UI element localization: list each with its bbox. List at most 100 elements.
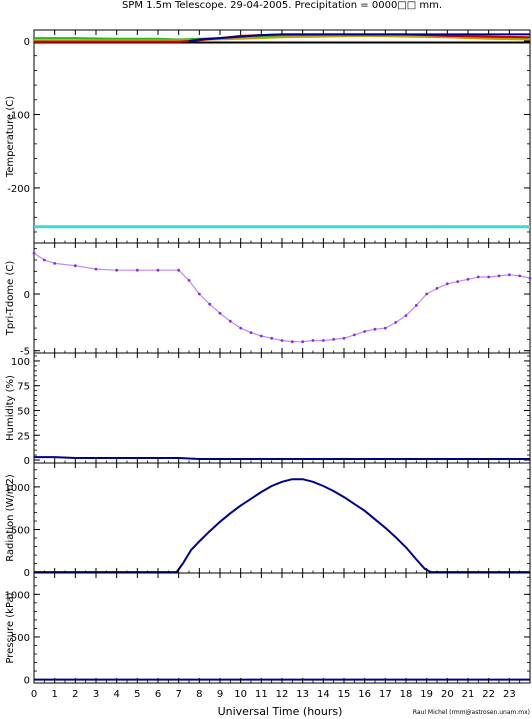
data-point (32, 251, 36, 255)
y-tick-label: 50 (17, 406, 30, 417)
data-point (332, 338, 336, 341)
data-point (53, 262, 57, 265)
data-point (187, 279, 191, 282)
data-point (208, 302, 212, 306)
y-tick-label: 1000 (5, 590, 30, 601)
y-tick-label: 0 (24, 676, 30, 687)
data-point (94, 267, 98, 271)
data-point (239, 326, 243, 330)
data-point (352, 333, 356, 337)
y-axis-label: Humidity (%) (5, 375, 16, 441)
panel-humidity: Humidity (%) 0 25 50 75 100 (5, 352, 531, 467)
x-tick-label: 13 (296, 689, 309, 700)
y-axis-label: Temperature (C) (5, 96, 16, 178)
x-tick-label: 21 (462, 689, 475, 700)
y-tick-label: 500 (11, 526, 30, 537)
x-tick-label: 16 (358, 689, 371, 700)
y-tick-label: 0 (24, 456, 30, 467)
x-tick-label: 19 (420, 689, 433, 700)
x-tick-label: 17 (379, 689, 392, 700)
x-tick-label: 8 (196, 689, 202, 700)
data-point (487, 275, 491, 279)
y-tick-label: 0 (24, 37, 30, 48)
data-point (342, 336, 346, 340)
panel-frame (33, 242, 531, 354)
data-point (425, 292, 429, 296)
x-axis-ticks: 0 1 2 3 4 5 6 7 8 9 10 11 12 13 14 15 16 17 18 19 20 21 22 23 (31, 689, 516, 700)
data-point (321, 339, 325, 342)
data-point (249, 331, 253, 334)
series-line (188, 33, 530, 42)
y-tick-label: 500 (11, 633, 30, 644)
panel-pressure: Pressure (kPa) 0 500 1000 (5, 572, 531, 687)
x-tick-label: 5 (134, 689, 140, 700)
data-point (414, 304, 418, 307)
panel-radiation: Radiation (W/m2) 0 500 1000 (5, 462, 531, 579)
data-point (497, 274, 501, 278)
panel-frame (33, 352, 531, 464)
data-point (280, 339, 284, 342)
x-tick-label: 12 (276, 689, 289, 700)
data-point (218, 311, 222, 315)
x-tick-label: 9 (217, 689, 223, 700)
y-tick-label: 25 (17, 431, 30, 442)
x-tick-label: 6 (155, 689, 161, 700)
data-point (259, 334, 263, 338)
y-axis-label: Pressure (kPa) (5, 592, 16, 663)
data-point (73, 264, 77, 268)
x-tick-label: 20 (441, 689, 454, 700)
data-point (42, 258, 46, 262)
series-line (34, 34, 531, 42)
data-point (528, 276, 532, 280)
panel-temperature: Temperature (C) 0 -100 -200 (5, 29, 531, 244)
data-point (435, 287, 439, 290)
data-point (270, 336, 274, 340)
data-point (466, 277, 470, 281)
data-point (373, 327, 377, 331)
x-tick-label: 15 (338, 689, 351, 700)
x-tick-label: 11 (255, 689, 268, 700)
data-point (197, 292, 201, 296)
x-tick-label: 23 (503, 689, 516, 700)
x-tick-label: 2 (72, 689, 78, 700)
x-axis-label: Universal Time (hours) (218, 705, 343, 718)
panel-frame (33, 462, 531, 574)
panel-frame (33, 29, 531, 244)
data-point (456, 280, 460, 283)
credit-text: Raul Michel (rmm@astrosen.unam.mx) (413, 709, 530, 716)
data-point (177, 268, 181, 272)
x-tick-label: 3 (93, 689, 99, 700)
y-tick-label: 100 (11, 357, 30, 368)
figure-title: SPM 1.5m Telescope. 29-04-2005. Precipit… (122, 0, 442, 11)
x-tick-label: 22 (482, 689, 495, 700)
data-point (476, 275, 480, 279)
data-point (311, 339, 315, 342)
data-point (445, 282, 449, 286)
data-point (383, 326, 387, 330)
y-tick-label: -200 (7, 184, 30, 195)
panel-frame (33, 572, 531, 684)
y-tick-label: 75 (17, 382, 30, 393)
data-point (290, 340, 294, 344)
data-point (394, 321, 398, 324)
data-point (156, 268, 160, 272)
y-tick-label: -100 (7, 110, 30, 121)
y-tick-label: 1000 (5, 483, 30, 494)
y-tick-label: -5 (20, 347, 30, 358)
y-tick-label: 0 (24, 290, 30, 301)
data-point (518, 274, 522, 278)
y-tick-label: 0 (24, 568, 30, 579)
x-tick-label: 7 (175, 689, 181, 700)
series-line (34, 478, 530, 574)
data-point (507, 273, 511, 277)
data-point (228, 319, 232, 323)
data-point (115, 268, 119, 272)
panel-tpri-tdome: Tpri-Tdome (C) 0 -5 (5, 242, 532, 358)
x-tick-label: 0 (31, 689, 37, 700)
y-axis-label: Radiation (W/m2) (5, 474, 16, 562)
data-point (363, 330, 367, 333)
data-point (135, 268, 139, 272)
x-tick-label: 14 (317, 689, 330, 700)
x-tick-label: 18 (400, 689, 413, 700)
